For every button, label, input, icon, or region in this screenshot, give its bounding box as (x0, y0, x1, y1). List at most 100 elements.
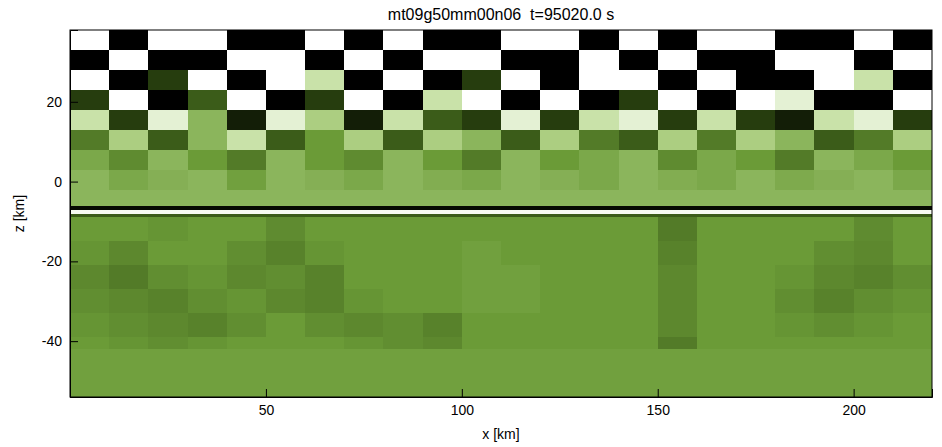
y-tick-label: 20 (46, 94, 62, 110)
title: mt09g50mm00n06 t=95020.0 s (388, 6, 614, 23)
cell (775, 241, 814, 265)
cell (148, 70, 187, 90)
cell (305, 289, 344, 313)
cell (148, 50, 187, 70)
cell (227, 289, 266, 313)
cell (619, 30, 658, 50)
cell (619, 130, 658, 150)
cell (70, 349, 109, 397)
cell (70, 289, 109, 313)
cell (697, 90, 736, 110)
cell (736, 217, 775, 241)
cell (462, 313, 501, 337)
cell (462, 150, 501, 170)
cell (854, 349, 893, 397)
cell (227, 70, 266, 90)
cell (227, 90, 266, 110)
cell (501, 110, 540, 130)
cell (540, 210, 579, 214)
cell (266, 30, 305, 50)
cell (227, 313, 266, 337)
cell (501, 30, 540, 50)
cell (344, 30, 383, 50)
cell (305, 30, 344, 50)
cell (697, 206, 736, 210)
cell (423, 50, 462, 70)
cell (579, 50, 618, 70)
cell (579, 214, 618, 218)
cell (658, 90, 697, 110)
cell (501, 170, 540, 190)
cell (501, 210, 540, 214)
cell (775, 206, 814, 210)
cell (697, 110, 736, 130)
cell (188, 190, 227, 206)
cell (148, 337, 187, 349)
cell (658, 265, 697, 289)
cell (423, 313, 462, 337)
cell (540, 70, 579, 90)
cell (227, 206, 266, 210)
cell (579, 217, 618, 241)
cell (579, 110, 618, 130)
cell (227, 50, 266, 70)
cell (109, 190, 148, 206)
cell (344, 190, 383, 206)
cell (736, 210, 775, 214)
cell (462, 349, 501, 397)
cell (501, 265, 540, 289)
cell (736, 313, 775, 337)
cell (70, 210, 109, 214)
cell (579, 289, 618, 313)
cell (148, 217, 187, 241)
cell (775, 190, 814, 206)
cell (423, 30, 462, 50)
cell (109, 214, 148, 218)
cell (736, 130, 775, 150)
cell (814, 130, 853, 150)
cell (814, 170, 853, 190)
cell (227, 150, 266, 170)
plot: 50100150200-40-20020 (42, 30, 933, 418)
cell (775, 217, 814, 241)
cell (697, 265, 736, 289)
cell (775, 265, 814, 289)
cell (854, 50, 893, 70)
cell (658, 289, 697, 313)
cell (736, 337, 775, 349)
cell (70, 110, 109, 130)
cell (266, 70, 305, 90)
cell (383, 190, 422, 206)
cell (383, 150, 422, 170)
cell (775, 313, 814, 337)
cell (109, 170, 148, 190)
cell (70, 265, 109, 289)
cell (462, 217, 501, 241)
cell (462, 210, 501, 214)
x-axis-line (71, 389, 933, 398)
cell (148, 30, 187, 50)
cell (697, 190, 736, 206)
cell (619, 214, 658, 218)
cell (697, 150, 736, 170)
cell (383, 206, 422, 210)
cell (188, 337, 227, 349)
cell (383, 110, 422, 130)
cell (70, 190, 109, 206)
cell (736, 150, 775, 170)
cell (344, 217, 383, 241)
cell (658, 241, 697, 265)
cell (619, 289, 658, 313)
cell (227, 130, 266, 150)
cell (148, 241, 187, 265)
cell (266, 90, 305, 110)
cell (266, 110, 305, 130)
cell (579, 206, 618, 210)
cell (501, 217, 540, 241)
cell (893, 90, 932, 110)
cell (462, 241, 501, 265)
cell (501, 50, 540, 70)
cell (814, 30, 853, 50)
cell (775, 214, 814, 218)
cell (305, 241, 344, 265)
